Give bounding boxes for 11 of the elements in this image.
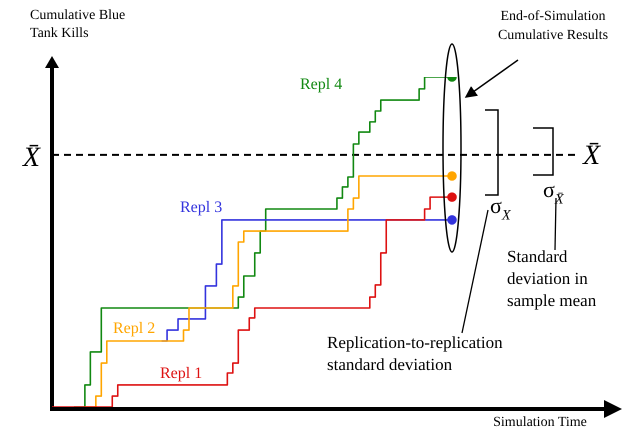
y-axis-title: Cumulative Blue Tank Kills [30,8,126,41]
series-label: Repl 2 [113,320,156,337]
text: Repl 4 [300,76,342,93]
text: X̄ [22,142,40,174]
ref-line-label: X̄ [582,140,601,172]
annotation: Replication-to-replication standard deviation [327,333,504,374]
series-label: Repl 3 [180,199,222,216]
series-label: Repl 1 [160,365,202,382]
x-axis-title: Simulation Time [493,415,587,430]
text: End-of-Simulation Cumulative Results [498,9,608,43]
text: Standard deviation in sample mean [507,247,597,310]
